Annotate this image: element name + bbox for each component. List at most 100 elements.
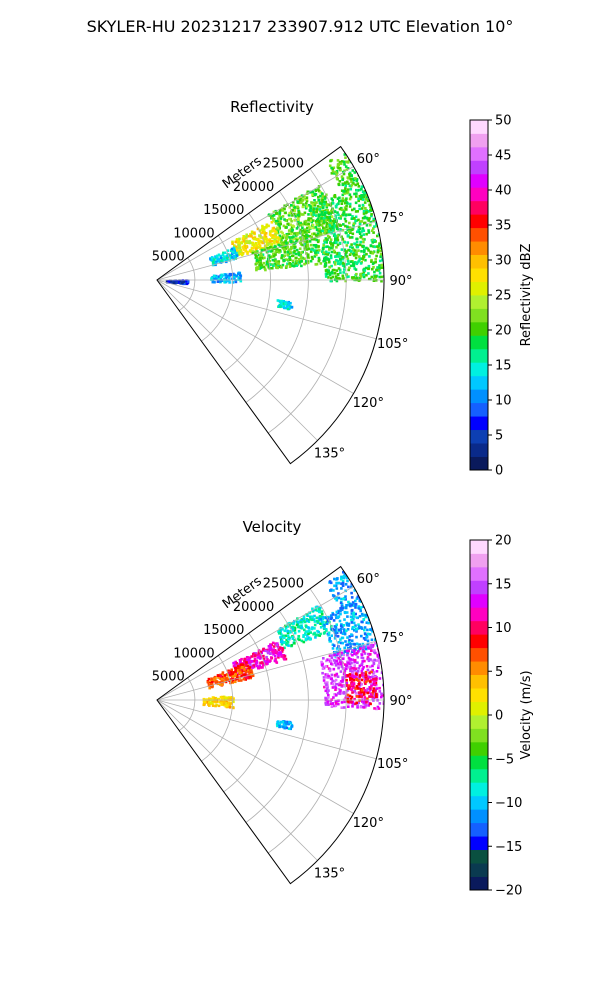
echo-pixel	[297, 629, 301, 633]
echo-pixel	[339, 627, 343, 630]
echo-pixel	[262, 648, 265, 651]
echo-pixel	[255, 661, 259, 664]
echo-pixel	[338, 268, 342, 272]
echo-pixel	[291, 209, 294, 212]
echo-pixel	[358, 207, 361, 211]
echo-pixel	[314, 636, 317, 639]
echo-pixel	[341, 178, 344, 182]
echo-pixel	[362, 229, 366, 232]
echo-pixel	[253, 654, 257, 658]
colorbar-swatch	[470, 863, 488, 877]
echo-pixel	[370, 644, 373, 647]
echo-pixel	[357, 279, 361, 282]
echo-pixel	[340, 701, 344, 704]
echo-pixel	[234, 672, 237, 676]
echo-pixel	[284, 300, 287, 304]
echo-pixel	[339, 277, 342, 281]
echo-pixel	[259, 254, 262, 257]
echo-pixel	[268, 256, 272, 259]
echo-pixel	[214, 704, 217, 708]
echo-pixel	[277, 228, 280, 232]
echo-pixel	[341, 197, 345, 200]
echo-pixel	[244, 663, 248, 667]
echo-pixel	[333, 232, 336, 236]
echo-pixel	[251, 674, 255, 677]
echo-pixel	[246, 252, 249, 255]
echo-pixel	[339, 260, 343, 264]
echo-pixel	[304, 245, 308, 248]
echo-pixel	[238, 241, 241, 244]
echo-pixel	[364, 704, 368, 707]
echo-pixel	[376, 250, 380, 254]
echo-pixel	[352, 666, 356, 670]
echo-pixel	[300, 260, 303, 263]
echo-pixel	[271, 266, 274, 270]
echo-pixel	[379, 255, 382, 259]
echo-pixel	[236, 240, 239, 244]
echo-pixel	[321, 199, 324, 202]
echo-pixel	[281, 254, 284, 257]
echo-pixel	[313, 620, 317, 623]
echo-pixel	[207, 684, 211, 687]
echo-pixel	[351, 667, 354, 670]
echo-pixel	[276, 223, 280, 226]
echo-pixel	[264, 649, 267, 653]
echo-pixel	[296, 237, 300, 241]
echo-pixel	[219, 674, 223, 678]
echo-pixel	[369, 688, 372, 692]
echo-pixel	[282, 722, 286, 726]
colorbar-swatch	[470, 389, 488, 404]
echo-pixel	[362, 637, 366, 640]
echo-pixel	[363, 201, 367, 204]
echo-pixel	[351, 215, 354, 218]
echo-pixel	[290, 305, 294, 309]
echo-pixel	[333, 241, 336, 245]
echo-pixel	[223, 280, 226, 284]
echo-pixel	[338, 160, 342, 164]
echo-pixel	[285, 234, 289, 238]
echo-pixel	[377, 664, 380, 667]
echo-pixel	[322, 251, 326, 254]
echo-pixel	[231, 255, 234, 259]
echo-pixel	[350, 243, 353, 246]
echo-pixel	[243, 664, 247, 668]
echo-pixel	[367, 659, 371, 663]
echo-pixel	[314, 245, 318, 249]
echo-pixel	[242, 677, 246, 681]
echo-pixel	[340, 665, 344, 668]
echo-pixel	[291, 627, 295, 631]
echo-pixel	[369, 628, 373, 632]
colorbar-tick-label: 0	[495, 464, 503, 479]
echo-pixel	[369, 646, 373, 650]
echo-pixel	[364, 705, 367, 709]
echo-pixel	[224, 696, 227, 699]
echo-pixel	[367, 229, 370, 232]
echo-pixel	[345, 681, 349, 685]
echo-pixel	[361, 227, 365, 230]
echo-pixel	[321, 206, 325, 210]
echo-pixel	[350, 276, 354, 279]
echo-pixel	[264, 235, 268, 239]
echo-pixel	[339, 601, 343, 605]
echo-pixel	[246, 659, 250, 662]
echo-pixel	[179, 282, 183, 285]
echo-pixel	[226, 275, 229, 278]
echo-pixel	[328, 246, 331, 249]
radial-tick-label: 5000	[152, 250, 185, 265]
theta-tick-label: 105°	[377, 757, 408, 772]
echo-pixel	[309, 219, 312, 222]
echo-pixel	[317, 610, 321, 614]
echo-pixel	[345, 664, 348, 668]
echo-pixel	[222, 702, 226, 705]
colorbar-swatch	[470, 634, 488, 649]
echo-pixel	[277, 260, 281, 263]
echo-pixel	[295, 259, 299, 263]
echo-pixel	[379, 253, 383, 256]
echo-pixel	[354, 653, 358, 656]
echo-pixel	[345, 621, 348, 625]
echo-pixel	[234, 680, 237, 684]
echo-pixel	[251, 241, 254, 245]
echo-pixel	[315, 253, 318, 257]
echo-pixel	[311, 257, 314, 261]
echo-pixel	[336, 238, 340, 242]
